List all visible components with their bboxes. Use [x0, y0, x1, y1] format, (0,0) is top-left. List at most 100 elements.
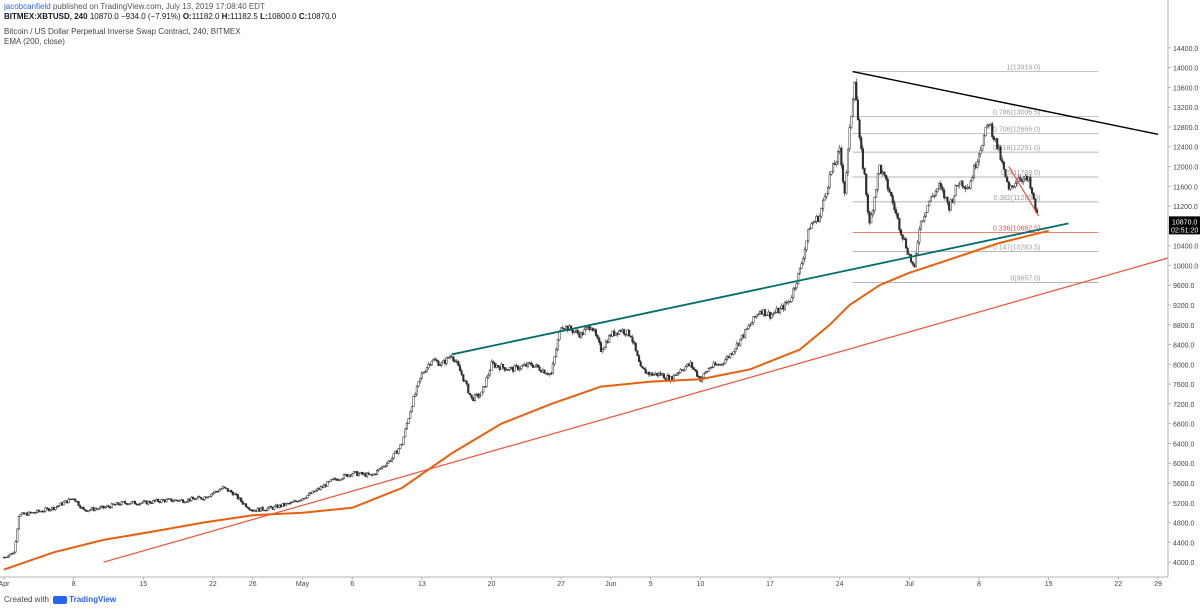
candle-body — [495, 365, 498, 368]
candle-body — [308, 492, 311, 496]
candle-body — [190, 496, 193, 502]
candle-body — [472, 397, 475, 401]
candle-body — [1032, 193, 1035, 200]
candle-body — [482, 386, 485, 393]
candle-body — [565, 325, 568, 330]
candle-body — [511, 367, 515, 372]
candle-body — [226, 488, 229, 492]
candle-body — [82, 506, 85, 510]
candle-body — [833, 163, 836, 165]
candle-body — [856, 99, 859, 121]
candle-body — [545, 373, 548, 375]
candle-body — [92, 507, 95, 511]
candle-body — [505, 369, 508, 371]
candle-body — [453, 360, 457, 362]
candle-body — [553, 356, 556, 365]
candle-body — [687, 363, 690, 366]
candle-body — [477, 393, 480, 398]
candle-body — [913, 263, 916, 267]
channel-trendline — [451, 222, 1069, 356]
candle-body — [835, 161, 838, 165]
y-tick-label: 6400.0 — [1173, 441, 1195, 448]
candle-body — [19, 513, 22, 517]
candle-body — [392, 453, 395, 459]
candle-body — [717, 364, 720, 366]
indicator-label[interactable]: EMA (200, close) — [4, 37, 65, 46]
candle-body — [387, 460, 390, 464]
candle-body — [1007, 181, 1010, 190]
candle-body — [470, 394, 473, 399]
candle-body — [77, 501, 80, 506]
candle-body — [974, 164, 977, 168]
x-tick-label: 20 — [488, 581, 496, 588]
candle-body — [369, 473, 372, 476]
candle-body — [815, 216, 818, 222]
candle-body — [289, 501, 292, 504]
candle-body — [601, 349, 604, 352]
candle-body — [546, 373, 549, 375]
candle-body — [765, 314, 768, 317]
candle-body — [613, 330, 616, 336]
candle-body — [261, 506, 264, 511]
y-tick-label: 13200.0 — [1173, 105, 1198, 112]
candle-body — [949, 199, 952, 211]
candle-body — [215, 491, 218, 493]
candle-body — [662, 373, 665, 379]
candle-body — [196, 496, 200, 499]
candle-body — [480, 391, 483, 396]
candle-body — [187, 498, 190, 502]
candle-body — [230, 490, 233, 493]
candle-body — [518, 368, 521, 371]
candle-body — [11, 553, 14, 555]
candle-body — [866, 194, 869, 213]
candle-body — [516, 365, 520, 371]
candle-body — [750, 322, 753, 326]
candle-body — [311, 490, 314, 494]
candle-body — [117, 502, 120, 505]
candle-body — [611, 330, 614, 337]
author-link[interactable]: jacobcanfield — [4, 2, 51, 11]
candle-body — [705, 371, 709, 373]
candle-body — [458, 365, 462, 372]
candle-body — [919, 220, 922, 230]
candle-body — [1012, 185, 1015, 188]
candle-body — [533, 365, 536, 368]
candle-body — [354, 471, 357, 473]
candle-body — [32, 512, 35, 514]
candle-body — [795, 283, 798, 289]
candle-body — [521, 365, 525, 367]
candle-body — [170, 498, 173, 502]
candle-body — [434, 358, 437, 361]
y-tick-label: 4000.0 — [1173, 560, 1195, 567]
candle-body — [89, 509, 92, 511]
candle-body — [885, 174, 888, 180]
candle-body — [67, 498, 70, 504]
candle-body — [110, 503, 113, 509]
candle-body — [754, 316, 757, 318]
candle-body — [500, 363, 503, 370]
y-tick-label: 13600.0 — [1173, 85, 1198, 92]
candle-body — [158, 501, 161, 503]
candle-body — [531, 364, 534, 368]
candle-body — [689, 362, 692, 366]
candle-body — [326, 481, 329, 487]
candle-body — [646, 371, 649, 374]
candle-body — [883, 171, 886, 176]
symbol-label: BITMEX:XBTUSD, 240 — [4, 12, 88, 21]
candle-body — [1002, 161, 1005, 170]
candle-body — [266, 507, 269, 511]
candle-body — [616, 332, 619, 335]
candle-body — [304, 497, 307, 499]
ema-line — [3, 229, 1049, 571]
x-tick-label: Jun — [605, 581, 616, 588]
candle-body — [936, 188, 939, 192]
candle-body — [399, 444, 402, 449]
candle-body — [722, 363, 725, 365]
candle-body — [540, 370, 543, 373]
candle-body — [114, 504, 117, 506]
candle-body — [31, 512, 34, 514]
y-tick-label: 14000.0 — [1173, 66, 1198, 73]
tradingview-brand[interactable]: TradingView — [69, 595, 117, 604]
